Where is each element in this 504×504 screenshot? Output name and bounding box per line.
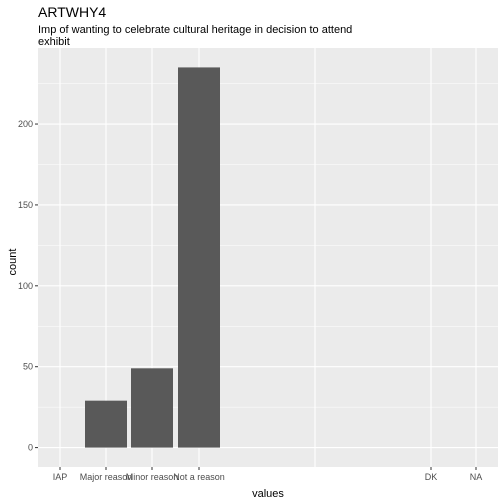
y-tick-label: 0	[28, 443, 33, 453]
y-axis-title: count	[7, 249, 19, 276]
bar-major-reason	[85, 400, 127, 448]
x-axis-title: values	[252, 488, 284, 500]
y-axis: 0 50 100 150 200	[18, 119, 38, 453]
x-tick-label: DK	[425, 472, 438, 482]
chart-title: ARTWHY4	[38, 4, 106, 20]
plot-panel	[38, 48, 498, 467]
x-tick-label: IAP	[53, 472, 68, 482]
x-tick-label: NA	[470, 472, 483, 482]
y-tick-label: 150	[18, 200, 33, 210]
bar-series	[85, 67, 220, 448]
bar-minor-reason	[131, 368, 173, 448]
chart-subtitle-line-1: Imp of wanting to celebrate cultural her…	[38, 24, 352, 36]
y-tick-label: 50	[23, 362, 33, 372]
chart-subtitle-line-2: exhibit	[38, 36, 70, 48]
x-tick-label: Major reason	[80, 472, 133, 482]
x-tick-label: Not a reason	[173, 472, 225, 482]
x-tick-label: Minor reason	[126, 472, 179, 482]
bar-not-a-reason	[178, 67, 220, 448]
y-tick-label: 100	[18, 281, 33, 291]
y-tick-label: 200	[18, 119, 33, 129]
